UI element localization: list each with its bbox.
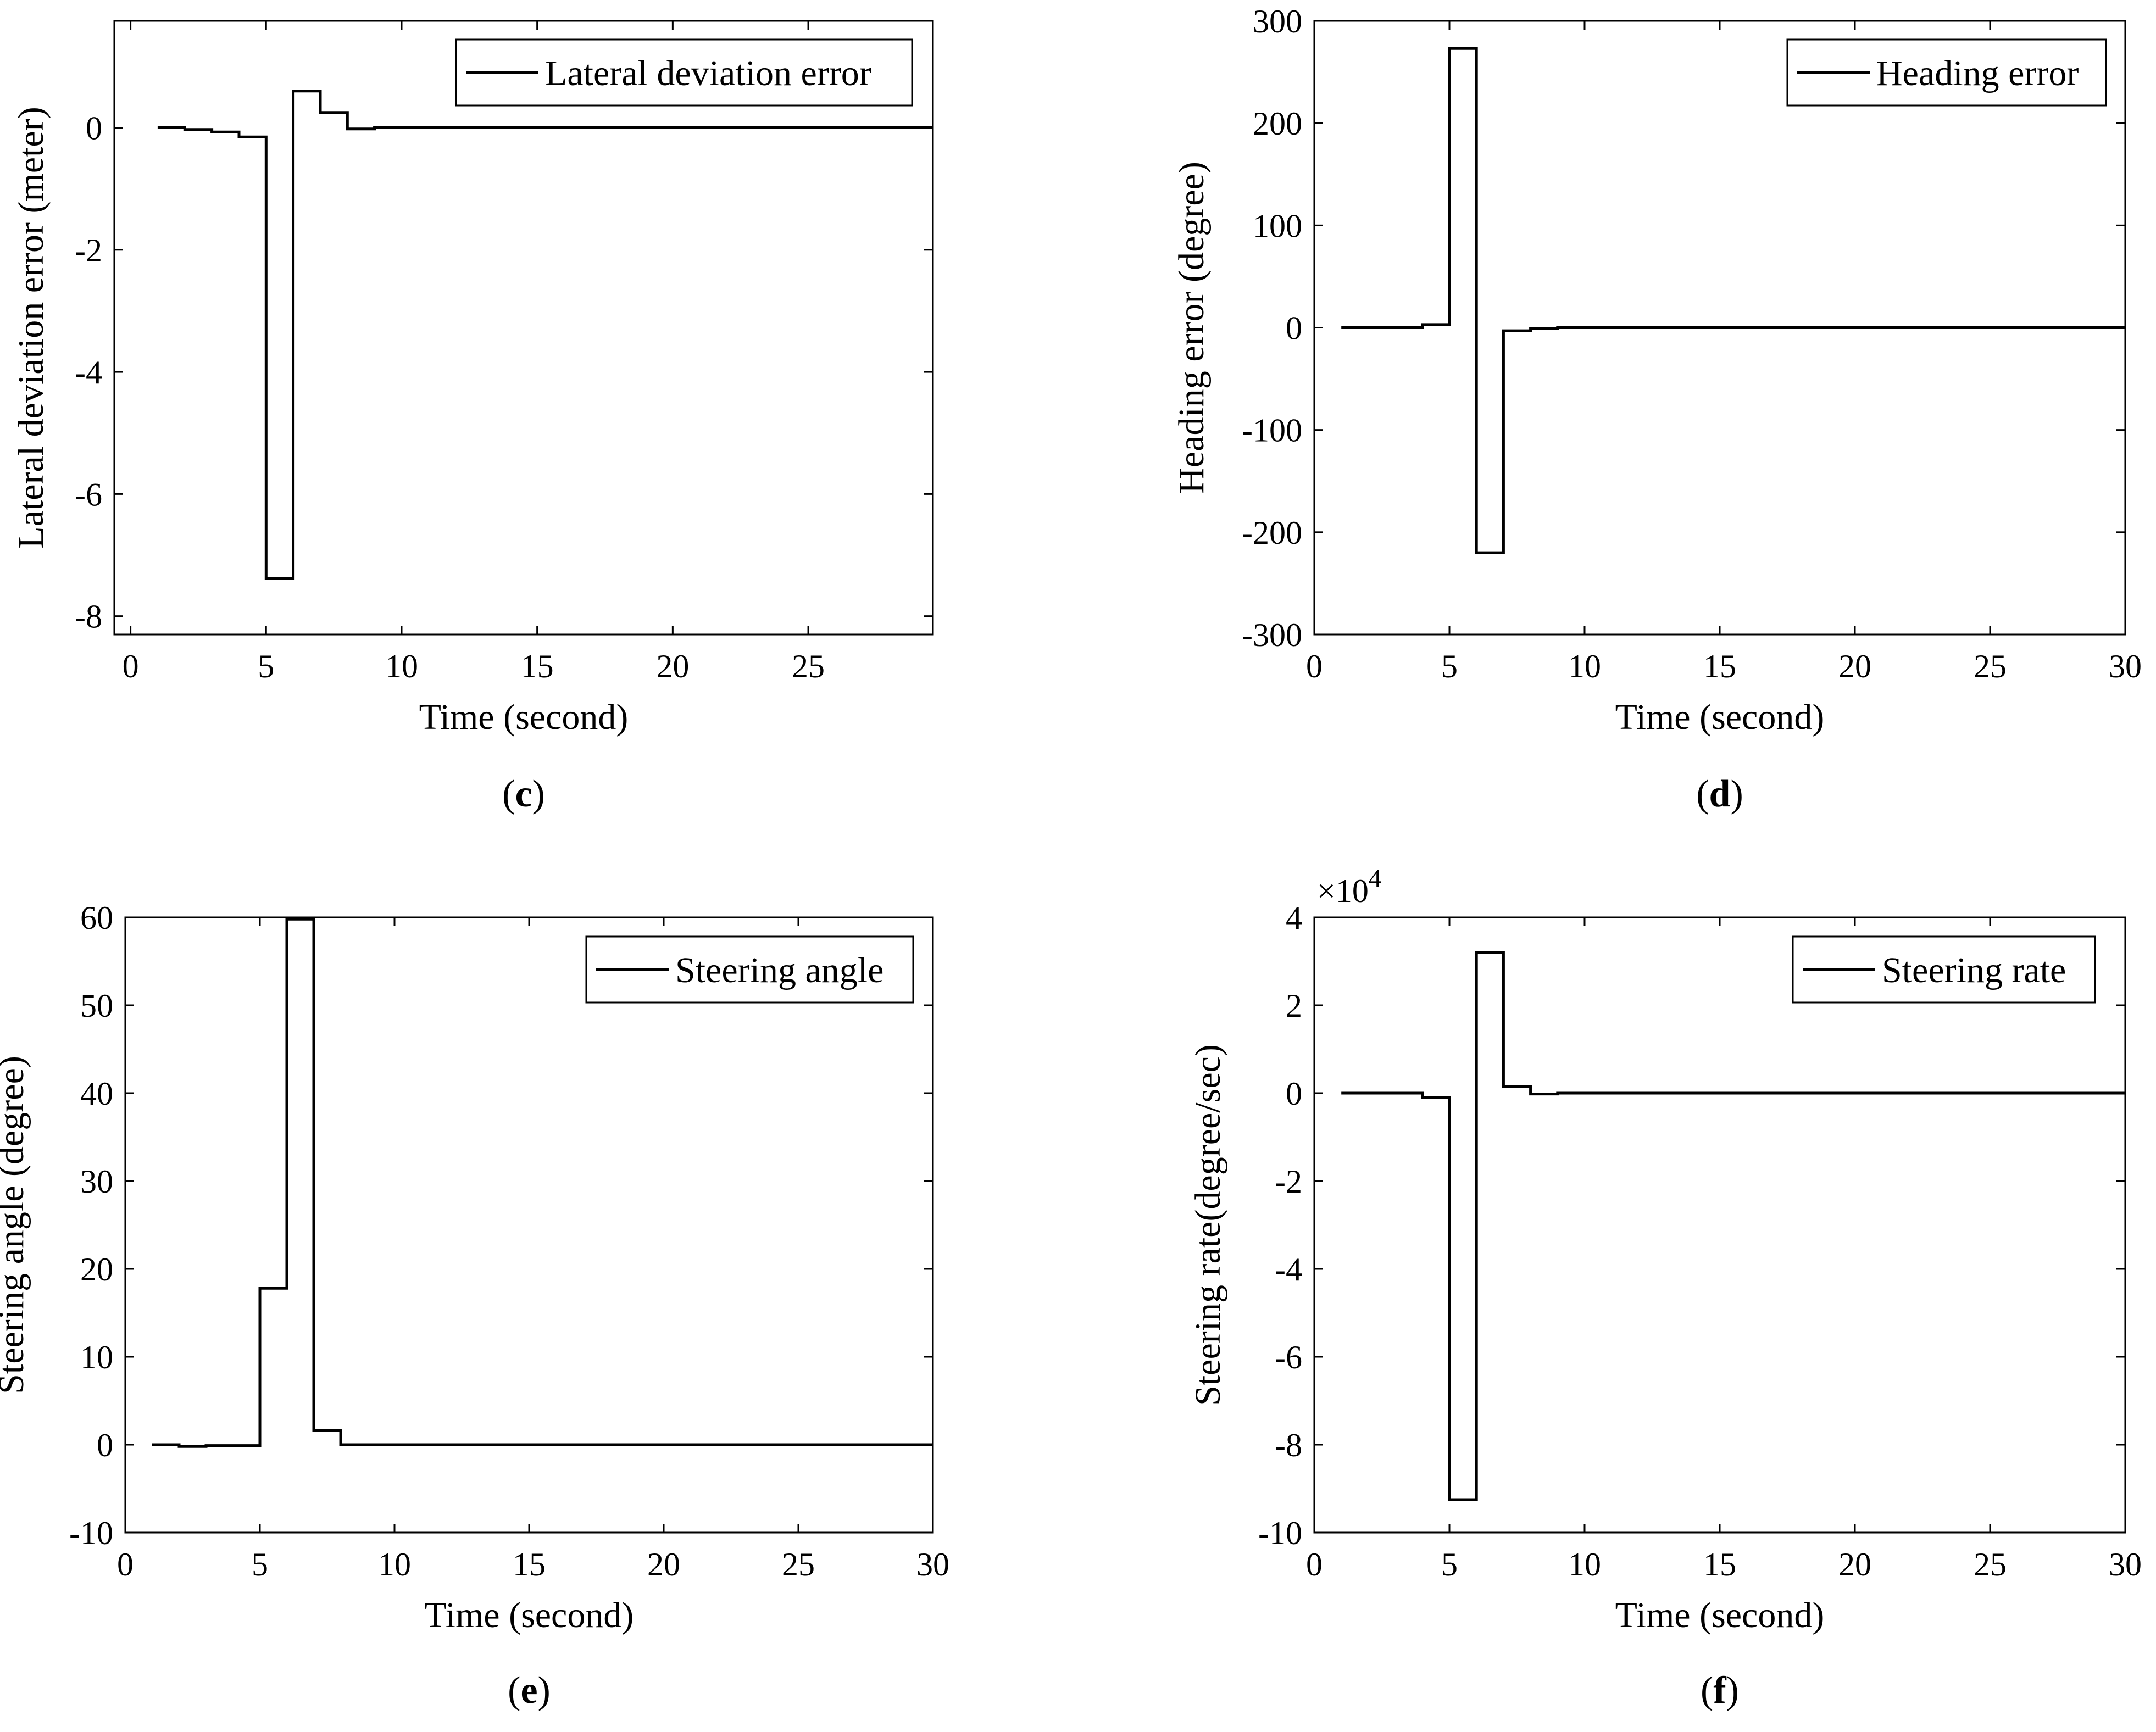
axes-frame [113, 20, 934, 636]
y-tick-label: -2 [75, 232, 102, 269]
x-tick-label: 10 [1568, 1546, 1601, 1583]
y-axis-label: Lateral deviation error (meter) [11, 107, 51, 548]
y-tick-label: 30 [80, 1163, 113, 1200]
series-line [157, 90, 933, 580]
x-tick-label: 15 [1703, 1546, 1736, 1583]
y-tick-label: -6 [75, 476, 102, 513]
y-tick-label: 0 [97, 1427, 113, 1463]
y-tick-label: 200 [1253, 105, 1302, 142]
chart-panel-c: 0 5 10 15 20 25 0 -2 -4 -6 -8 Time (second) Lateral … [11, 20, 934, 815]
y-tick-label: -10 [1258, 1515, 1302, 1551]
panel-label: (f) [1701, 1669, 1739, 1712]
series-line [1341, 951, 2125, 1501]
y-tick-label: 10 [80, 1339, 113, 1375]
legend: Steering rate [1792, 935, 2096, 1004]
x-tick-label: 20 [647, 1546, 680, 1583]
y-tick-label: -6 [1275, 1339, 1302, 1375]
y-tick-label: -200 [1242, 515, 1302, 551]
panel-label: (c) [502, 773, 545, 815]
x-tick-label: 25 [1974, 648, 2007, 684]
series-line [1341, 47, 2125, 554]
panel-label: (d) [1696, 773, 1743, 815]
chart-panel-d: 0 5 10 15 20 25 30 300 200 100 0 -100 -200 -300 Time (… [1171, 3, 2142, 815]
y-tick-label: 40 [80, 1076, 113, 1112]
y-tick-label: 60 [80, 900, 113, 936]
series-line [152, 917, 933, 1448]
x-tick-label: 15 [521, 648, 554, 684]
x-tick-label: 30 [2109, 1546, 2142, 1583]
x-tick-label: 30 [2109, 648, 2142, 684]
legend-label: Lateral deviation error [545, 53, 871, 93]
x-tick-label: 10 [378, 1546, 411, 1583]
x-tick-label: 0 [1306, 648, 1323, 684]
legend-label: Heading error [1876, 53, 2079, 93]
x-tick-label: 10 [1568, 648, 1601, 684]
x-tick-label: 15 [513, 1546, 546, 1583]
x-axis-label: Time (second) [419, 697, 629, 737]
y-tick-label: -8 [1275, 1427, 1302, 1463]
x-tick-label: 25 [782, 1546, 815, 1583]
x-tick-label: 10 [385, 648, 418, 684]
axes-frame [124, 916, 934, 1534]
y-tick-label: 20 [80, 1251, 113, 1288]
panel-label: (e) [508, 1669, 551, 1712]
legend-label: Steering angle [675, 950, 883, 990]
x-tick-label: 5 [1441, 648, 1458, 684]
y-tick-label: 2 [1286, 988, 1302, 1024]
x-tick-label: 0 [123, 648, 139, 684]
y-tick-label: -4 [1275, 1251, 1302, 1288]
axes-frame [1313, 916, 2126, 1534]
y-tick-label: -300 [1242, 617, 1302, 653]
y-tick-label: -10 [69, 1515, 113, 1551]
y-tick-label: 50 [80, 988, 113, 1024]
y-tick-label: 0 [1286, 1076, 1302, 1112]
y-axis-label: Steering angle (degree) [0, 1056, 31, 1394]
x-axis-label: Time (second) [1615, 1595, 1825, 1635]
x-tick-label: 30 [916, 1546, 949, 1583]
y-tick-label: 100 [1253, 208, 1302, 244]
y-axis-label: Steering rate(degree/sec) [1188, 1044, 1228, 1406]
x-tick-label: 15 [1703, 648, 1736, 684]
y-axis-label: Heading error (degree) [1171, 161, 1212, 494]
x-tick-label: 25 [792, 648, 825, 684]
y-tick-label: 0 [86, 110, 102, 147]
y-tick-label: -8 [75, 599, 102, 635]
legend-box [1792, 935, 2096, 1004]
y-exponent-label: ×104 [1317, 864, 1381, 909]
x-tick-label: 20 [656, 648, 689, 684]
y-tick-label: -2 [1275, 1163, 1302, 1200]
x-tick-label: 5 [252, 1546, 268, 1583]
y-tick-label: 300 [1253, 3, 1302, 40]
x-tick-label: 25 [1974, 1546, 2007, 1583]
x-axis-label: Time (second) [1615, 697, 1825, 737]
y-tick-label: 4 [1286, 900, 1302, 936]
legend: Steering angle [585, 935, 914, 1004]
x-tick-label: 5 [1441, 1546, 1458, 1583]
x-axis-label: Time (second) [425, 1595, 634, 1635]
x-tick-label: 0 [1306, 1546, 1323, 1583]
y-tick-label: 0 [1286, 310, 1302, 347]
y-tick-label: -100 [1242, 413, 1302, 449]
x-tick-label: 5 [258, 648, 274, 684]
legend-label: Steering rate [1882, 950, 2066, 990]
x-tick-label: 20 [1838, 1546, 1871, 1583]
legend: Lateral deviation error [455, 38, 913, 107]
y-tick-label: -4 [75, 354, 102, 391]
x-tick-label: 20 [1838, 648, 1871, 684]
legend: Heading error [1786, 38, 2107, 107]
x-tick-label: 0 [117, 1546, 134, 1583]
